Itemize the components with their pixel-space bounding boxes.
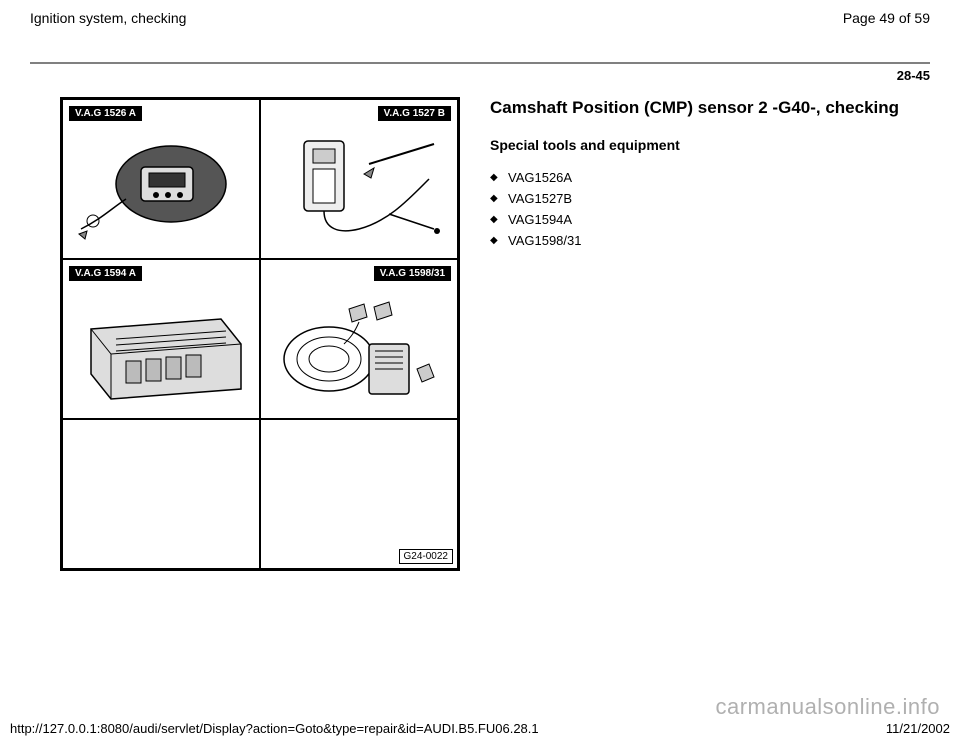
header-title: Ignition system, checking — [30, 10, 186, 26]
figure-cell-1594a: V.A.G 1594 A — [62, 259, 260, 419]
tool-list: VAG1526A VAG1527B VAG1594A VAG1598/31 — [490, 167, 900, 251]
tools-figure: V.A.G 1526 A — [60, 97, 460, 571]
tool-drawing-probe — [269, 128, 449, 250]
figure-label: V.A.G 1598/31 — [374, 266, 451, 281]
figure-code: G24-0022 — [399, 549, 453, 564]
list-item: VAG1594A — [490, 209, 900, 230]
header-rule — [30, 62, 930, 64]
footer-date: 11/21/2002 — [886, 721, 950, 736]
tool-drawing-multimeter — [71, 128, 251, 250]
section-subheading: Special tools and equipment — [490, 137, 900, 153]
list-item: VAG1526A — [490, 167, 900, 188]
figure-cell-empty-1 — [62, 419, 260, 569]
figure-cell-1526a: V.A.G 1526 A — [62, 99, 260, 259]
footer-url: http://127.0.0.1:8080/audi/servlet/Displ… — [10, 721, 539, 736]
tool-drawing-kit — [71, 288, 251, 410]
section-number: 28-45 — [30, 68, 930, 83]
section-heading: Camshaft Position (CMP) sensor 2 -G40-, … — [490, 97, 900, 119]
list-item: VAG1527B — [490, 188, 900, 209]
list-item: VAG1598/31 — [490, 230, 900, 251]
figure-cell-1598: V.A.G 1598/31 — [260, 259, 458, 419]
watermark: carmanualsonline.info — [715, 694, 940, 720]
header-page-info: Page 49 of 59 — [843, 10, 930, 26]
figure-cell-empty-2: G24-0022 — [260, 419, 458, 569]
figure-label: V.A.G 1526 A — [69, 106, 142, 121]
figure-label: V.A.G 1594 A — [69, 266, 142, 281]
tool-drawing-testbox — [269, 288, 449, 410]
figure-label: V.A.G 1527 B — [378, 106, 451, 121]
figure-cell-1527b: V.A.G 1527 B — [260, 99, 458, 259]
